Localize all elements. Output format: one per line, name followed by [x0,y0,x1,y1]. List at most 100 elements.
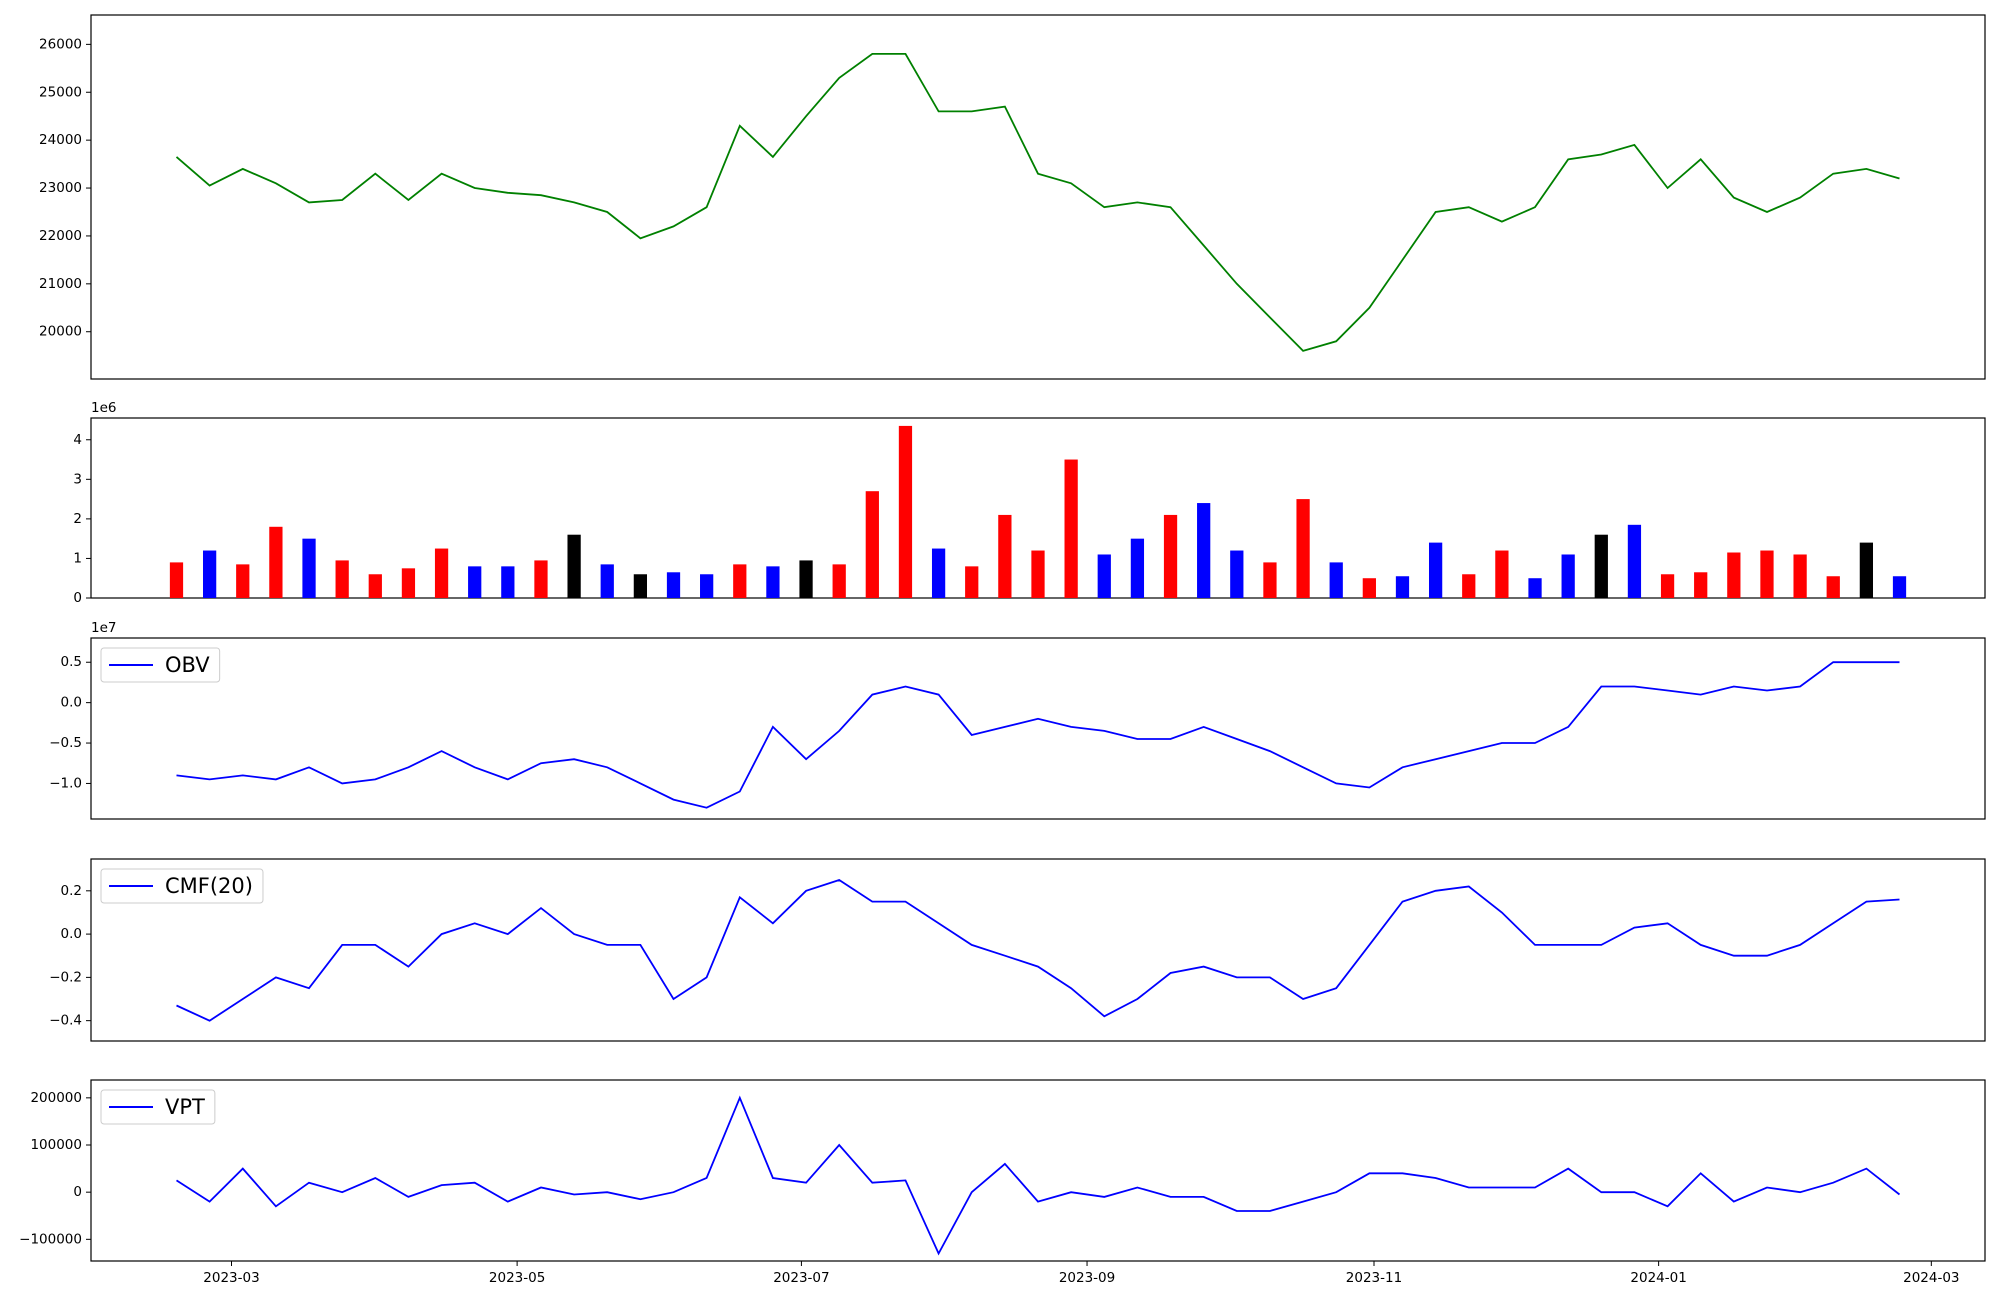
y-tick-label: 25000 [39,84,82,100]
y-tick-label: 0 [73,590,82,606]
bar [1660,574,1675,598]
legend-box [100,1089,216,1125]
x-tick-label: 2024-03 [1903,1270,1959,1286]
bar [1263,562,1277,598]
bar [1428,542,1443,598]
bar [1230,550,1244,598]
bar [1362,578,1376,598]
y-tick-label: −1.0 [49,775,82,791]
plot-frame [90,14,1986,380]
legend: CMF(20) [100,868,264,904]
bar [567,534,581,598]
legend-box [100,868,264,904]
bar [931,548,946,598]
bar [1760,550,1774,598]
bar [700,574,714,598]
bar [1892,576,1907,598]
plot-frame [90,858,1986,1042]
bar [434,548,449,598]
data-line [176,1095,1901,1256]
x-tick-label: 2023-03 [203,1270,259,1286]
y-tick-label: 0 [73,1184,82,1200]
bar [1329,562,1343,598]
bar [1727,552,1741,598]
axis-offset-label: 1e7 [91,620,116,636]
bar [1826,576,1840,598]
bar [1561,554,1575,598]
y-tick-label: 3 [73,471,82,487]
bar [202,550,217,598]
bar [1859,542,1874,598]
y-tick-label: 0.0 [61,695,82,711]
y-tick-label: −0.5 [49,735,82,751]
bar [501,566,515,598]
bar [1594,534,1608,598]
bar [766,566,780,598]
x-tick-label: 2023-07 [773,1270,829,1286]
bar [302,538,316,598]
legend: VPT [100,1089,216,1125]
bar [965,566,979,598]
y-tick-label: −100000 [19,1231,82,1247]
y-tick-label: 200000 [30,1090,82,1106]
bar [1462,574,1476,598]
y-tick-label: 26000 [39,36,82,52]
x-tick-label: 2024-01 [1630,1270,1686,1286]
bar [633,574,648,598]
bar [898,425,913,598]
bar [666,572,681,598]
bar [169,562,184,598]
data-line [176,879,1900,1022]
bar [468,566,482,598]
y-tick-label: −0.2 [49,969,82,985]
bar [1296,499,1310,598]
y-tick-label: 100000 [30,1137,82,1153]
bar [1395,576,1410,598]
legend: OBV [100,647,221,683]
axis-offset-label: 1e6 [91,400,116,416]
y-tick-label: 21000 [39,276,82,292]
x-tick-label: 2023-11 [1346,1270,1402,1286]
bar [998,514,1012,598]
bar [1064,459,1078,598]
y-tick-label: 0.0 [61,926,82,942]
y-tick-label: 20000 [39,324,82,340]
bar [1197,503,1211,598]
bar [1031,550,1045,598]
legend-label: CMF(20) [165,874,253,898]
y-tick-label: 0.2 [61,883,82,899]
x-tick-label: 2023-05 [489,1270,545,1286]
bar [832,564,846,598]
bar [1694,572,1708,598]
bar [1627,524,1642,598]
legend-box [100,647,221,683]
bar [733,564,747,598]
bar [335,560,349,598]
y-tick-label: 22000 [39,228,82,244]
y-tick-label: 0.5 [61,654,82,670]
bar [269,526,283,598]
bar [534,560,548,598]
bar [1528,578,1542,598]
bar [600,564,614,598]
bar [1163,514,1178,598]
bar [1130,538,1145,598]
bar [1495,550,1509,598]
plot-frame [90,1079,1986,1262]
y-tick-label: 4 [73,432,82,448]
bar [799,560,813,598]
plot-frame [90,637,1986,820]
bar [401,568,416,598]
y-tick-label: 24000 [39,132,82,148]
y-tick-label: −0.4 [49,1013,82,1029]
bar [1097,554,1111,598]
legend-label: VPT [165,1095,205,1119]
bar [1793,554,1807,598]
y-tick-label: 23000 [39,180,82,196]
bar [368,574,382,598]
bar [236,564,250,598]
legend-label: OBV [165,653,210,677]
bar [865,491,879,598]
y-tick-label: 1 [73,550,82,566]
data-line [176,661,1900,809]
